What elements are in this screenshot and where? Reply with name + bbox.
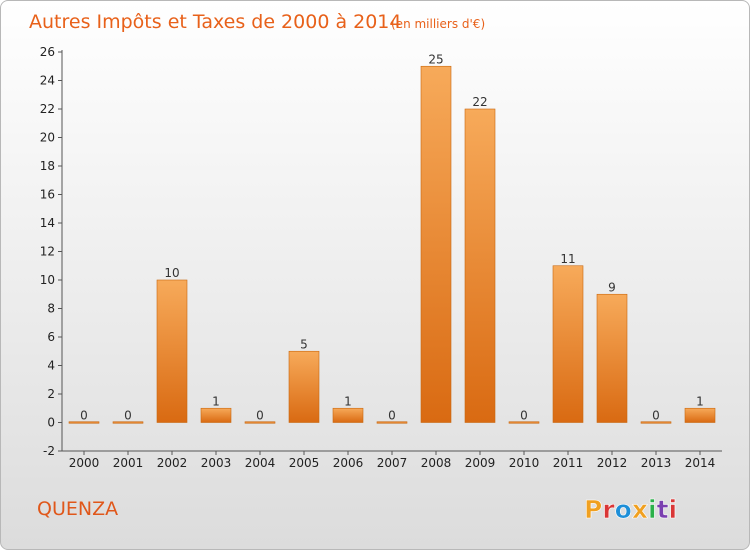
chart-subtitle: (en milliers d'€) xyxy=(391,17,485,31)
x-tick-label-2004: 2004 xyxy=(245,456,276,470)
y-tick-label: 18 xyxy=(40,159,55,173)
proxiti-logo: Proxiti xyxy=(584,495,677,524)
y-tick-label: 14 xyxy=(40,216,55,230)
bar-2000 xyxy=(68,421,100,424)
x-tick-label-2009: 2009 xyxy=(465,456,496,470)
bar-2009 xyxy=(464,108,496,423)
data-label-2003: 1 xyxy=(212,394,220,408)
data-label-2007: 0 xyxy=(388,409,396,423)
x-tick-label-2000: 2000 xyxy=(69,456,100,470)
x-tick-label-2013: 2013 xyxy=(641,456,672,470)
data-label-2005: 5 xyxy=(300,337,308,351)
y-tick-label: 22 xyxy=(40,102,55,116)
y-tick-label: 10 xyxy=(40,273,55,287)
bar-2014 xyxy=(684,407,716,423)
y-tick-label: 24 xyxy=(40,74,55,88)
x-tick-label-2014: 2014 xyxy=(685,456,716,470)
data-label-2011: 11 xyxy=(560,252,575,266)
data-label-2001: 0 xyxy=(124,409,132,423)
y-tick-label: 0 xyxy=(47,416,55,430)
x-tick-label-2005: 2005 xyxy=(289,456,320,470)
y-tick-label: 6 xyxy=(47,330,55,344)
y-tick-label: -2 xyxy=(43,444,55,458)
bar-2010 xyxy=(508,421,540,424)
data-label-2006: 1 xyxy=(344,394,352,408)
chart-title: Autres Impôts et Taxes de 2000 à 2014 xyxy=(29,11,402,33)
y-tick-label: 12 xyxy=(40,245,55,259)
bar-2007 xyxy=(376,421,408,424)
x-tick-label-2006: 2006 xyxy=(333,456,364,470)
bar-2006 xyxy=(332,407,364,423)
data-label-2009: 22 xyxy=(472,95,487,109)
x-tick-label-2002: 2002 xyxy=(157,456,188,470)
bar-2003 xyxy=(200,407,232,423)
data-label-2000: 0 xyxy=(80,409,88,423)
data-label-2002: 10 xyxy=(164,266,179,280)
bar-2002 xyxy=(156,279,188,423)
bar-2013 xyxy=(640,421,672,424)
y-tick-label: 2 xyxy=(47,387,55,401)
data-label-2008: 25 xyxy=(428,52,443,66)
bar-2008 xyxy=(420,65,452,423)
y-tick-label: 20 xyxy=(40,131,55,145)
y-tick-label: 26 xyxy=(40,45,55,59)
x-tick-label-2011: 2011 xyxy=(553,456,584,470)
y-tick-label: 8 xyxy=(47,302,55,316)
data-label-2014: 1 xyxy=(696,394,704,408)
y-tick-label: 4 xyxy=(47,359,55,373)
data-label-2012: 9 xyxy=(608,280,616,294)
data-label-2013: 0 xyxy=(652,409,660,423)
bar-2005 xyxy=(288,350,320,423)
bar-2012 xyxy=(596,293,628,423)
bar-2001 xyxy=(112,421,144,424)
x-tick-label-2007: 2007 xyxy=(377,456,408,470)
x-tick-label-2008: 2008 xyxy=(421,456,452,470)
bar-2004 xyxy=(244,421,276,424)
bar-2011 xyxy=(552,265,584,423)
x-tick-label-2003: 2003 xyxy=(201,456,232,470)
x-tick-label-2010: 2010 xyxy=(509,456,540,470)
data-label-2004: 0 xyxy=(256,409,264,423)
data-label-2010: 0 xyxy=(520,409,528,423)
y-tick-label: 16 xyxy=(40,188,55,202)
place-name: QUENZA xyxy=(37,498,118,520)
x-tick-label-2012: 2012 xyxy=(597,456,628,470)
x-tick-label-2001: 2001 xyxy=(113,456,144,470)
